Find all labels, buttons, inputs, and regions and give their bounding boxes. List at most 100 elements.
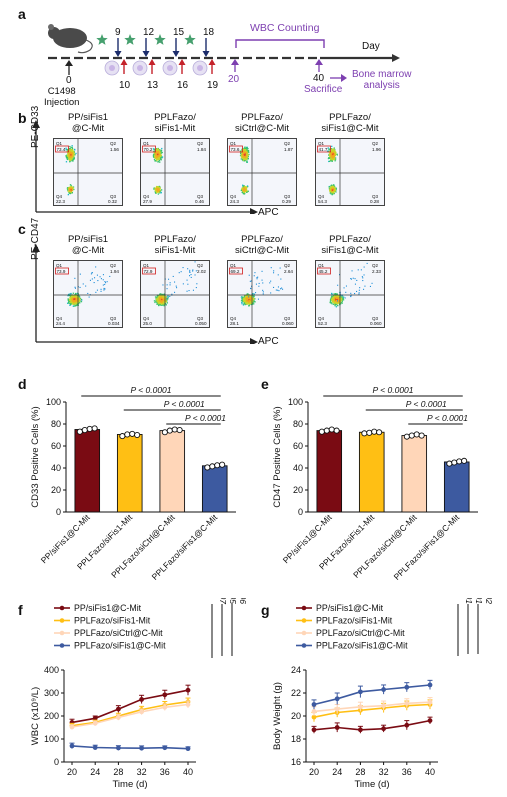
flow-event-dot bbox=[109, 275, 111, 277]
flow-event-dot bbox=[160, 301, 163, 303]
flow-event-dot bbox=[155, 157, 157, 159]
flow-event-dot bbox=[99, 276, 101, 278]
flow-event-dot bbox=[93, 282, 95, 284]
quadrant-q2-value: 2.64 bbox=[284, 269, 293, 274]
flow-event-dot bbox=[331, 160, 333, 162]
flow-event-dot bbox=[329, 190, 332, 192]
timeline-diagram bbox=[48, 24, 400, 82]
data-point bbox=[129, 430, 136, 437]
y-tick-label: 20 bbox=[51, 485, 61, 495]
flow-event-dot bbox=[158, 151, 160, 154]
flow-event-dot bbox=[244, 150, 246, 152]
flow-event-dot bbox=[157, 303, 159, 305]
flow-event-dot bbox=[244, 157, 246, 159]
flow-event-dot bbox=[358, 289, 360, 291]
flow-event-dot bbox=[154, 189, 157, 191]
flow-event-dot bbox=[329, 155, 331, 157]
flow-event-dot bbox=[73, 188, 75, 191]
flow-event-dot bbox=[166, 299, 168, 301]
flow-event-dot bbox=[72, 188, 74, 190]
quadrant-q4-value: 24.4 bbox=[56, 321, 65, 326]
series-point bbox=[404, 722, 410, 728]
flow-event-dot bbox=[256, 277, 258, 279]
flow-event-dot bbox=[157, 294, 159, 297]
flow-event-dot bbox=[273, 286, 275, 288]
flow-event-dot bbox=[158, 185, 160, 188]
y-tick-label: 0 bbox=[298, 507, 303, 517]
flow-event-dot bbox=[68, 156, 70, 159]
series-point bbox=[311, 709, 317, 714]
flow-event-dot bbox=[161, 303, 163, 305]
flow-event-dot bbox=[156, 159, 158, 162]
flow-event-dot bbox=[180, 271, 182, 273]
quadrant-q1-tag: Q1 bbox=[318, 141, 325, 146]
flow-event-dot bbox=[71, 155, 73, 157]
quadrant-q2-value: 1.96 bbox=[372, 147, 381, 152]
flow-event-dot bbox=[254, 272, 256, 274]
flow-event-dot bbox=[75, 299, 77, 301]
flow-plot: Q1 73.9 Q2 1.94 Q4 24.4 Q3 0.034 bbox=[53, 260, 123, 328]
flow-event-dot bbox=[66, 187, 69, 189]
flow-event-dot bbox=[163, 296, 165, 298]
flow-event-dot bbox=[69, 145, 71, 148]
data-point bbox=[209, 463, 216, 470]
flow-event-dot bbox=[69, 186, 72, 188]
flow-event-dot bbox=[163, 293, 166, 295]
legend-swatch-dot bbox=[301, 630, 307, 636]
flow-event-dot bbox=[243, 190, 245, 192]
flow-event-dot bbox=[74, 297, 76, 299]
x-tick-label: 24 bbox=[332, 767, 342, 777]
down-day-label: 10 bbox=[119, 80, 131, 91]
flow-event-dot bbox=[156, 300, 158, 302]
flow-event-dot bbox=[68, 293, 70, 296]
flow-event-dot bbox=[334, 294, 336, 296]
series-point bbox=[381, 687, 386, 692]
flow-event-dot bbox=[79, 273, 81, 275]
flow-event-dot bbox=[240, 156, 243, 158]
legend-label: PP/siFis1@C-Mit bbox=[316, 603, 384, 613]
data-point bbox=[446, 460, 453, 467]
flow-event-dot bbox=[74, 302, 76, 304]
flow-event-dot bbox=[159, 298, 162, 301]
flow-event-dot bbox=[329, 298, 332, 301]
flow-event-dot bbox=[335, 191, 337, 193]
flow-event-dot bbox=[182, 267, 184, 269]
flow-event-dot bbox=[245, 188, 248, 190]
flow-event-dot bbox=[331, 151, 333, 153]
flow-event-dot bbox=[159, 302, 161, 304]
up-arrow-head bbox=[120, 59, 128, 65]
quadrant-q1-highlight bbox=[317, 145, 331, 153]
flow-event-dot bbox=[160, 299, 163, 301]
flow-event-dot bbox=[249, 300, 251, 302]
flow-event-dot bbox=[244, 189, 247, 192]
legend-swatch-dot bbox=[59, 605, 65, 611]
series-point bbox=[358, 727, 363, 733]
panel-label-a: a bbox=[18, 6, 26, 22]
flow-event-dot bbox=[334, 148, 336, 151]
flow-event-dot bbox=[242, 301, 244, 303]
flow-event-dot bbox=[334, 300, 336, 302]
quadrant-q4-tag: Q4 bbox=[318, 194, 325, 199]
flow-event-dot bbox=[243, 152, 245, 154]
flow-event-dot bbox=[247, 190, 249, 192]
flow-event-dot bbox=[363, 266, 365, 268]
p-value-label: P < 0.0001 bbox=[164, 399, 205, 409]
flow-event-dot bbox=[186, 290, 188, 292]
x-tick-label: 20 bbox=[67, 767, 77, 777]
flow-event-dot bbox=[156, 298, 159, 300]
flow-event-dot bbox=[244, 300, 246, 302]
flow-event-dot bbox=[250, 288, 252, 290]
flow-event-dot bbox=[96, 274, 98, 276]
flow-event-dot bbox=[192, 270, 194, 272]
flow-event-dot bbox=[252, 298, 254, 300]
flow-event-dot bbox=[253, 275, 255, 277]
flow-event-dot bbox=[334, 158, 336, 161]
flow-event-dot bbox=[262, 282, 264, 284]
flow-event-dot bbox=[333, 299, 335, 301]
flow-event-dot bbox=[249, 295, 251, 297]
flow-event-dot bbox=[328, 186, 330, 188]
p-value-label: P < 0.0001 bbox=[185, 413, 226, 423]
series-point bbox=[358, 689, 363, 695]
